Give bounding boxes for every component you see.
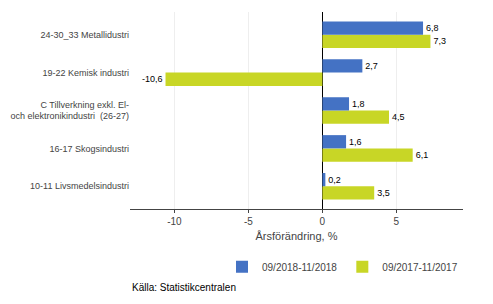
svg-text:09/2018-11/2018: 09/2018-11/2018: [262, 262, 337, 273]
svg-text:10-11 Livsmedelsindustri: 10-11 Livsmedelsindustri: [30, 181, 129, 191]
svg-text:6,1: 6,1: [416, 150, 429, 160]
svg-text:09/2017-11/2017: 09/2017-11/2017: [382, 262, 457, 273]
svg-text:Årsförändring, %: Årsförändring, %: [256, 230, 338, 242]
svg-text:-5: -5: [244, 216, 253, 227]
svg-text:6,8: 6,8: [426, 23, 439, 33]
svg-text:C Tillverkning exkl. El-och el: C Tillverkning exkl. El-och elektronikin…: [10, 100, 129, 122]
svg-text:5: 5: [394, 216, 400, 227]
svg-text:4,5: 4,5: [392, 112, 405, 122]
svg-text:1,8: 1,8: [352, 99, 365, 109]
svg-text:1,6: 1,6: [349, 137, 362, 147]
svg-text:Källa: Statistikcentralen: Källa: Statistikcentralen: [132, 282, 236, 293]
svg-text:0,2: 0,2: [328, 175, 341, 185]
svg-text:2,7: 2,7: [365, 61, 378, 71]
svg-text:3,5: 3,5: [377, 188, 390, 198]
svg-text:-10,6: -10,6: [142, 74, 163, 84]
svg-text:16-17 Skogsindustri: 16-17 Skogsindustri: [49, 144, 129, 154]
svg-text:7,3: 7,3: [433, 36, 446, 46]
svg-text:-10: -10: [167, 216, 182, 227]
svg-text:24-30_33 Metallidustri: 24-30_33 Metallidustri: [40, 30, 129, 40]
svg-text:0: 0: [320, 216, 326, 227]
svg-text:19-22 Kemisk industri: 19-22 Kemisk industri: [42, 68, 129, 78]
